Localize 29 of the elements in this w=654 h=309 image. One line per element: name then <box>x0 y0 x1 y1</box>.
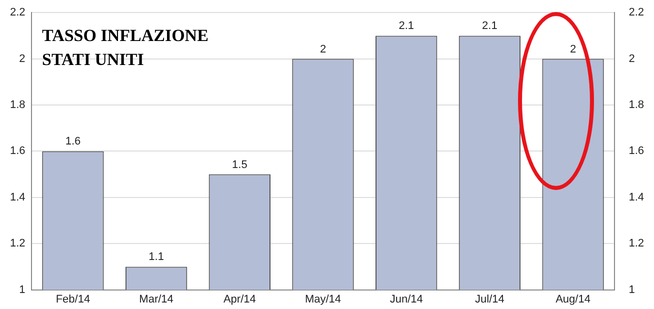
data-label: 2 <box>570 43 576 56</box>
y2-tick-label: 2 <box>628 52 635 65</box>
y-tick-label: 1.8 <box>10 99 26 112</box>
y-tick-label: 2.2 <box>10 6 26 19</box>
y-tick-label: 1.2 <box>10 238 26 250</box>
x-tick-label: Apr/14 <box>223 293 256 306</box>
y-tick-label: 1 <box>19 284 26 296</box>
y2-tick-label: 1.6 <box>628 145 644 158</box>
text: TASSO INFLAZIONE STATI UNITI <box>42 25 208 71</box>
y-tick-label: 1.6 <box>10 145 26 158</box>
data-label: 1.1 <box>148 251 164 264</box>
x-tick-label: Aug/14 <box>556 293 590 306</box>
y2-tick-label: 1 <box>628 284 635 296</box>
y-tick-label: 2 <box>19 52 26 65</box>
x-tick-label: Jul/14 <box>475 293 504 306</box>
y-tick-label: 1.4 <box>10 191 26 204</box>
y2-tick-label: 2.2 <box>628 6 644 19</box>
data-label: 2.1 <box>398 20 414 32</box>
data-label: 1.5 <box>232 158 248 171</box>
data-label: 1.6 <box>65 136 81 148</box>
x-tick-label: Mar/14 <box>139 293 174 306</box>
y2-tick-label: 1.4 <box>628 191 644 204</box>
data-label: 2.1 <box>482 20 498 32</box>
x-tick-label: May/14 <box>304 293 342 306</box>
x-tick-label: Jun/14 <box>390 293 423 306</box>
y2-tick-label: 1.8 <box>628 99 644 112</box>
x-tick-label: Feb/14 <box>56 293 90 306</box>
data-label: 2 <box>320 43 326 56</box>
y2-tick-label: 1.2 <box>628 238 644 250</box>
